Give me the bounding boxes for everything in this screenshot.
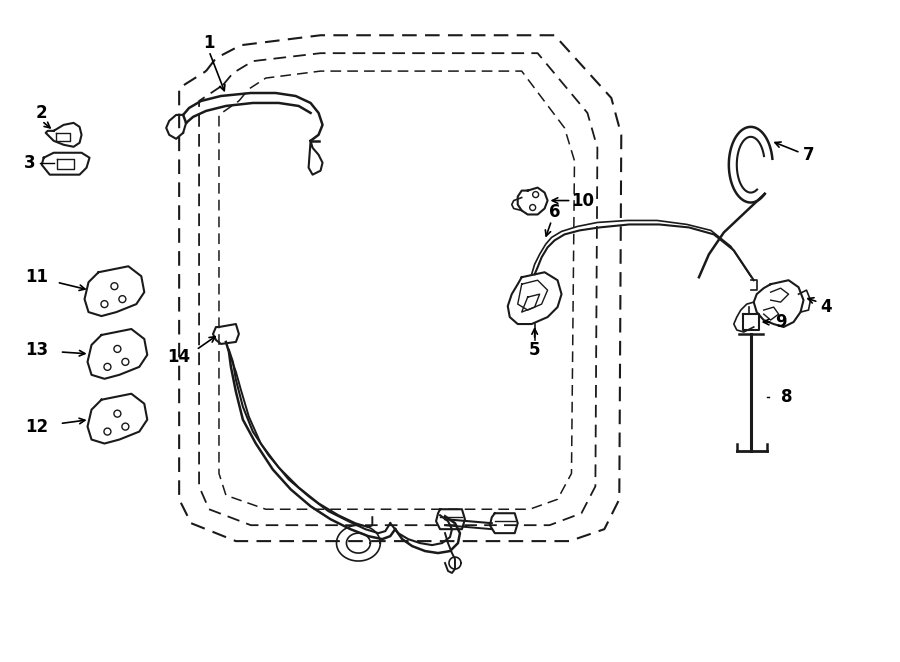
Text: 9: 9 (775, 313, 787, 331)
Text: 13: 13 (25, 341, 49, 359)
Text: 10: 10 (572, 191, 595, 210)
Text: 14: 14 (167, 348, 191, 366)
Text: 5: 5 (529, 341, 540, 359)
Text: 7: 7 (803, 146, 815, 164)
Text: 8: 8 (781, 388, 792, 406)
Text: 11: 11 (25, 268, 49, 286)
Text: 3: 3 (24, 154, 36, 171)
Text: 2: 2 (36, 104, 48, 122)
Text: 6: 6 (549, 203, 561, 222)
Text: 12: 12 (25, 418, 49, 436)
Text: 1: 1 (203, 34, 215, 52)
Text: 4: 4 (821, 298, 833, 316)
